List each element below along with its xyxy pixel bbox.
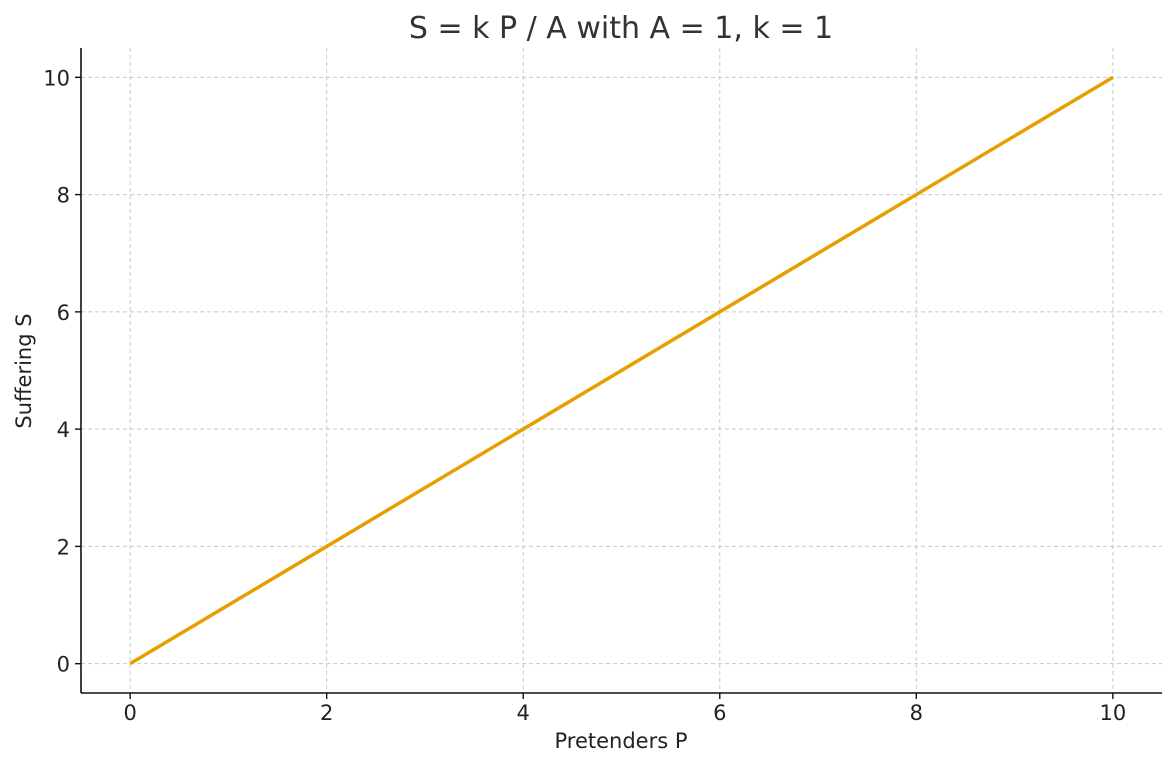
x-tick-label: 6	[713, 701, 726, 725]
y-tick-label: 8	[57, 184, 70, 208]
y-tick-label: 10	[43, 66, 70, 90]
series-layer	[129, 75, 1114, 666]
y-axis-label: Suffering S	[12, 313, 36, 428]
chart-title: S = k P / A with A = 1, k = 1	[409, 11, 833, 46]
x-tick-label: 8	[910, 701, 923, 725]
y-tick-label: 6	[57, 301, 70, 325]
x-tick-label: 0	[123, 701, 136, 725]
ticks: 0 2 4 6 8 10 0 2 4 6 8 10	[43, 66, 1126, 725]
axes	[80, 48, 1162, 694]
y-tick-label: 0	[57, 653, 70, 677]
grid	[81, 48, 1162, 693]
x-tick-label: 2	[320, 701, 333, 725]
y-tick-label: 4	[57, 418, 70, 442]
y-tick-label: 2	[57, 535, 70, 559]
x-axis-label: Pretenders P	[554, 729, 687, 753]
x-tick-label: 10	[1099, 701, 1126, 725]
x-tick-label: 4	[517, 701, 530, 725]
series-line	[129, 75, 1114, 666]
